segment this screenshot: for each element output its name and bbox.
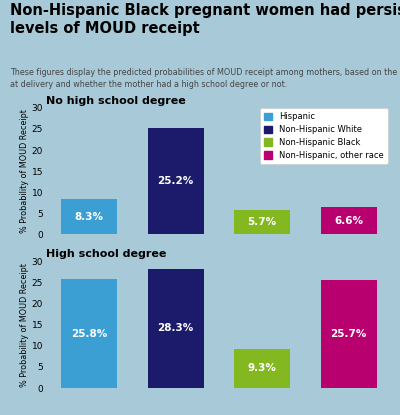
Text: Non-Hispanic Black pregnant women had persistently lower
levels of MOUD receipt: Non-Hispanic Black pregnant women had pe…	[10, 3, 400, 36]
Text: 25.8%: 25.8%	[71, 329, 107, 339]
Y-axis label: % Probability of MOUD Receipt: % Probability of MOUD Receipt	[20, 263, 29, 387]
Text: 6.6%: 6.6%	[334, 215, 363, 225]
Bar	[61, 200, 117, 234]
Text: 8.3%: 8.3%	[75, 212, 104, 222]
Text: 25.2%: 25.2%	[158, 176, 194, 186]
Bar	[321, 280, 377, 388]
Text: 9.3%: 9.3%	[248, 364, 277, 374]
Bar	[234, 210, 290, 234]
Bar	[61, 279, 117, 388]
Bar	[148, 269, 204, 388]
Text: 25.7%: 25.7%	[330, 329, 367, 339]
Text: No high school degree: No high school degree	[46, 96, 186, 106]
Text: These figures display the predicted probabilities of MOUD receipt among mothers,: These figures display the predicted prob…	[10, 68, 400, 89]
Text: 5.7%: 5.7%	[248, 217, 277, 227]
Y-axis label: % Probability of MOUD Receipt: % Probability of MOUD Receipt	[20, 109, 29, 233]
Text: 28.3%: 28.3%	[158, 323, 194, 333]
Bar	[148, 128, 204, 234]
Text: High school degree: High school degree	[46, 249, 166, 259]
Legend: Hispanic, Non-Hispanic White, Non-Hispanic Black, Non-Hispanic, other race: Hispanic, Non-Hispanic White, Non-Hispan…	[260, 108, 388, 164]
Bar	[234, 349, 290, 388]
Bar	[321, 207, 377, 234]
